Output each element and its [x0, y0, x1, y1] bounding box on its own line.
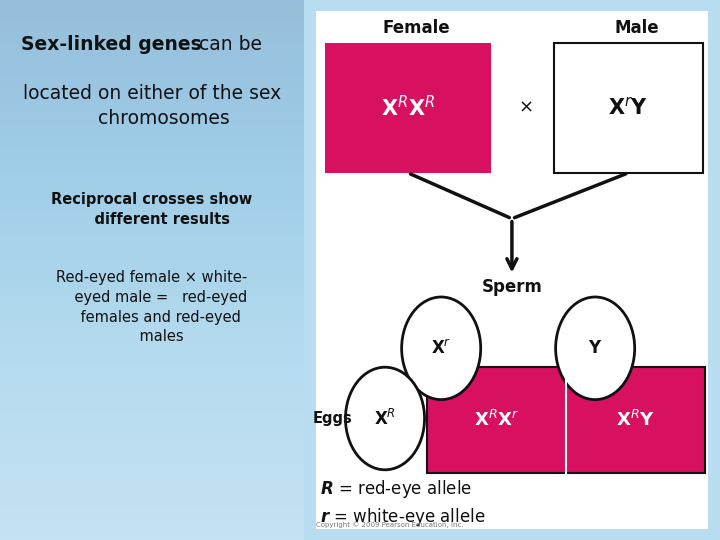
Bar	[325, 43, 491, 173]
Circle shape	[346, 367, 425, 470]
Text: Copyright © 2009 Pearson Education, Inc.: Copyright © 2009 Pearson Education, Inc.	[316, 522, 464, 528]
Text: $\bfit{R}$ = red-eye allele: $\bfit{R}$ = red-eye allele	[320, 478, 472, 500]
Text: Reciprocal crosses show
    different results: Reciprocal crosses show different result…	[51, 192, 253, 226]
Text: Eggs: Eggs	[312, 411, 352, 426]
Text: Male: Male	[614, 19, 659, 37]
Text: Red-eyed female × white-
    eyed male =   red-eyed
    females and red-eyed
   : Red-eyed female × white- eyed male = red…	[56, 270, 248, 345]
Text: can be: can be	[193, 35, 262, 54]
Text: $\mathbf{X}$$^R$$\mathbf{X}$$^R$: $\mathbf{X}$$^R$$\mathbf{X}$$^R$	[381, 96, 435, 120]
Text: located on either of the sex
    chromosomes: located on either of the sex chromosomes	[23, 84, 281, 127]
Bar	[554, 43, 703, 173]
Text: $\mathbf{X}$$^R$$\mathbf{X}$$^r$: $\mathbf{X}$$^R$$\mathbf{X}$$^r$	[474, 410, 519, 430]
Text: ×: ×	[519, 99, 534, 117]
Text: $\mathbf{X}$$^r$: $\mathbf{X}$$^r$	[431, 339, 451, 357]
Text: Female: Female	[382, 19, 450, 37]
Text: $\mathbf{Y}$: $\mathbf{Y}$	[588, 339, 603, 357]
Text: $\mathbf{X}$$^R$: $\mathbf{X}$$^R$	[374, 408, 396, 429]
Text: Sex-linked genes: Sex-linked genes	[22, 35, 202, 54]
Text: $\mathbf{X}$$^R$$\mathbf{Y}$: $\mathbf{X}$$^R$$\mathbf{Y}$	[616, 410, 655, 430]
Circle shape	[556, 297, 635, 400]
Text: $\bfit{r}$ = white-eye allele: $\bfit{r}$ = white-eye allele	[320, 506, 486, 528]
Text: Sperm: Sperm	[482, 278, 542, 296]
Circle shape	[402, 297, 481, 400]
Bar	[427, 367, 706, 472]
Text: $\mathbf{X}$$^r$$\mathbf{Y}$: $\mathbf{X}$$^r$$\mathbf{Y}$	[608, 97, 649, 119]
